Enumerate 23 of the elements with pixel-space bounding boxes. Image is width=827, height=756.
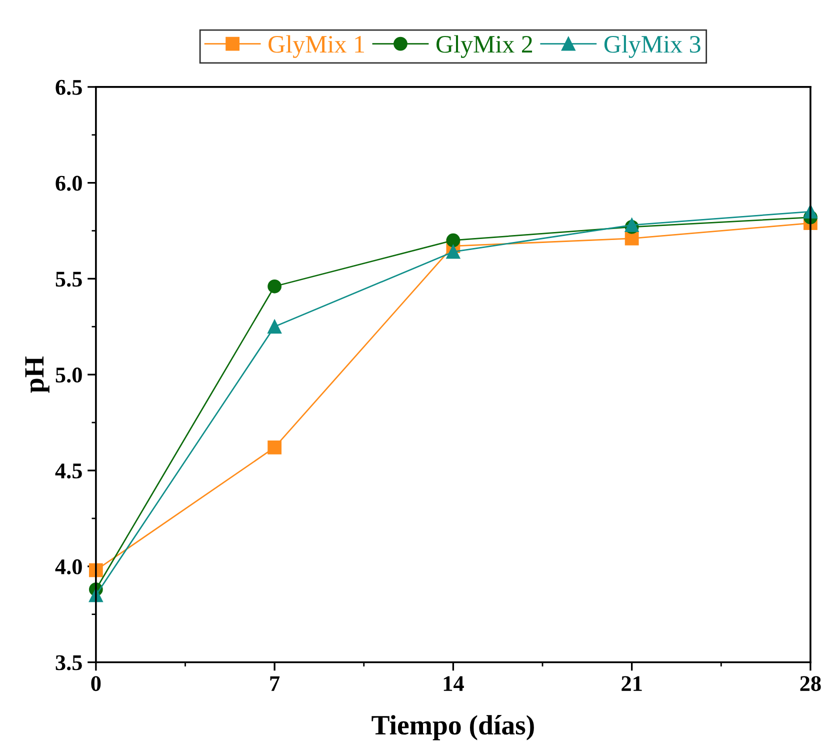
y-tick-label: 4.5 bbox=[55, 464, 82, 479]
y-tick-label: 6.0 bbox=[56, 176, 82, 191]
y-tick-label: 5.0 bbox=[56, 368, 82, 383]
point bbox=[446, 233, 460, 248]
x-tick-label: 7 bbox=[270, 676, 280, 691]
x-tick-label: 0 bbox=[91, 676, 101, 692]
legend-label: GlyMix 3 bbox=[604, 35, 700, 58]
y-tick-label: 4.0 bbox=[55, 559, 82, 574]
x-axis-title: Tiempo (días) bbox=[372, 715, 534, 740]
y-axis-title: pH bbox=[25, 356, 50, 393]
point bbox=[268, 320, 282, 334]
y-tick-label: 6.5 bbox=[56, 80, 82, 95]
y-tick-label: 3.5 bbox=[56, 655, 82, 670]
point bbox=[446, 244, 460, 259]
point bbox=[268, 440, 282, 454]
y-tick-label: 5.5 bbox=[56, 272, 82, 287]
legend-label: GlyMix 1 bbox=[268, 35, 364, 58]
legend-label: GlyMix 2 bbox=[436, 35, 532, 58]
x-tick-label: 28 bbox=[800, 676, 821, 692]
point bbox=[624, 231, 639, 246]
x-tick-label: 21 bbox=[622, 676, 642, 691]
point bbox=[268, 279, 282, 294]
x-tick-label: 14 bbox=[444, 676, 464, 691]
